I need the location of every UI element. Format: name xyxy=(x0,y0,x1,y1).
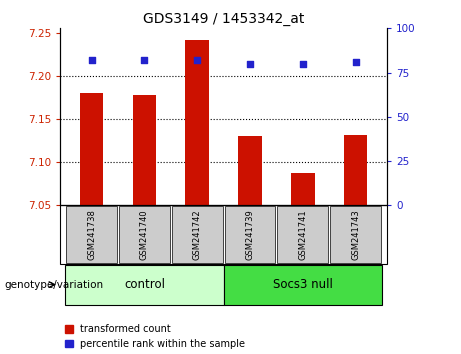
Point xyxy=(141,57,148,63)
FancyBboxPatch shape xyxy=(119,206,170,263)
Point xyxy=(194,57,201,63)
Bar xyxy=(238,136,262,205)
Title: GDS3149 / 1453342_at: GDS3149 / 1453342_at xyxy=(143,12,304,26)
Text: GSM241739: GSM241739 xyxy=(245,209,254,260)
Text: GSM241738: GSM241738 xyxy=(87,209,96,260)
Bar xyxy=(185,40,209,205)
Point xyxy=(88,57,95,63)
Text: GSM241743: GSM241743 xyxy=(351,209,360,260)
Legend: transformed count, percentile rank within the sample: transformed count, percentile rank withi… xyxy=(65,324,245,349)
FancyBboxPatch shape xyxy=(66,206,117,263)
FancyBboxPatch shape xyxy=(65,264,224,306)
FancyBboxPatch shape xyxy=(172,206,223,263)
FancyBboxPatch shape xyxy=(224,264,382,306)
Text: GSM241740: GSM241740 xyxy=(140,209,149,260)
Text: GSM241742: GSM241742 xyxy=(193,209,202,260)
Point xyxy=(352,59,359,65)
FancyBboxPatch shape xyxy=(330,206,381,263)
Text: GSM241741: GSM241741 xyxy=(298,209,307,260)
Text: control: control xyxy=(124,279,165,291)
FancyBboxPatch shape xyxy=(225,206,275,263)
Bar xyxy=(132,95,156,205)
Bar xyxy=(80,93,103,205)
Bar xyxy=(291,172,315,205)
Text: genotype/variation: genotype/variation xyxy=(5,280,104,290)
Bar xyxy=(344,135,367,205)
Text: Socs3 null: Socs3 null xyxy=(273,279,333,291)
FancyBboxPatch shape xyxy=(278,206,328,263)
Point xyxy=(299,61,307,67)
Point xyxy=(246,61,254,67)
